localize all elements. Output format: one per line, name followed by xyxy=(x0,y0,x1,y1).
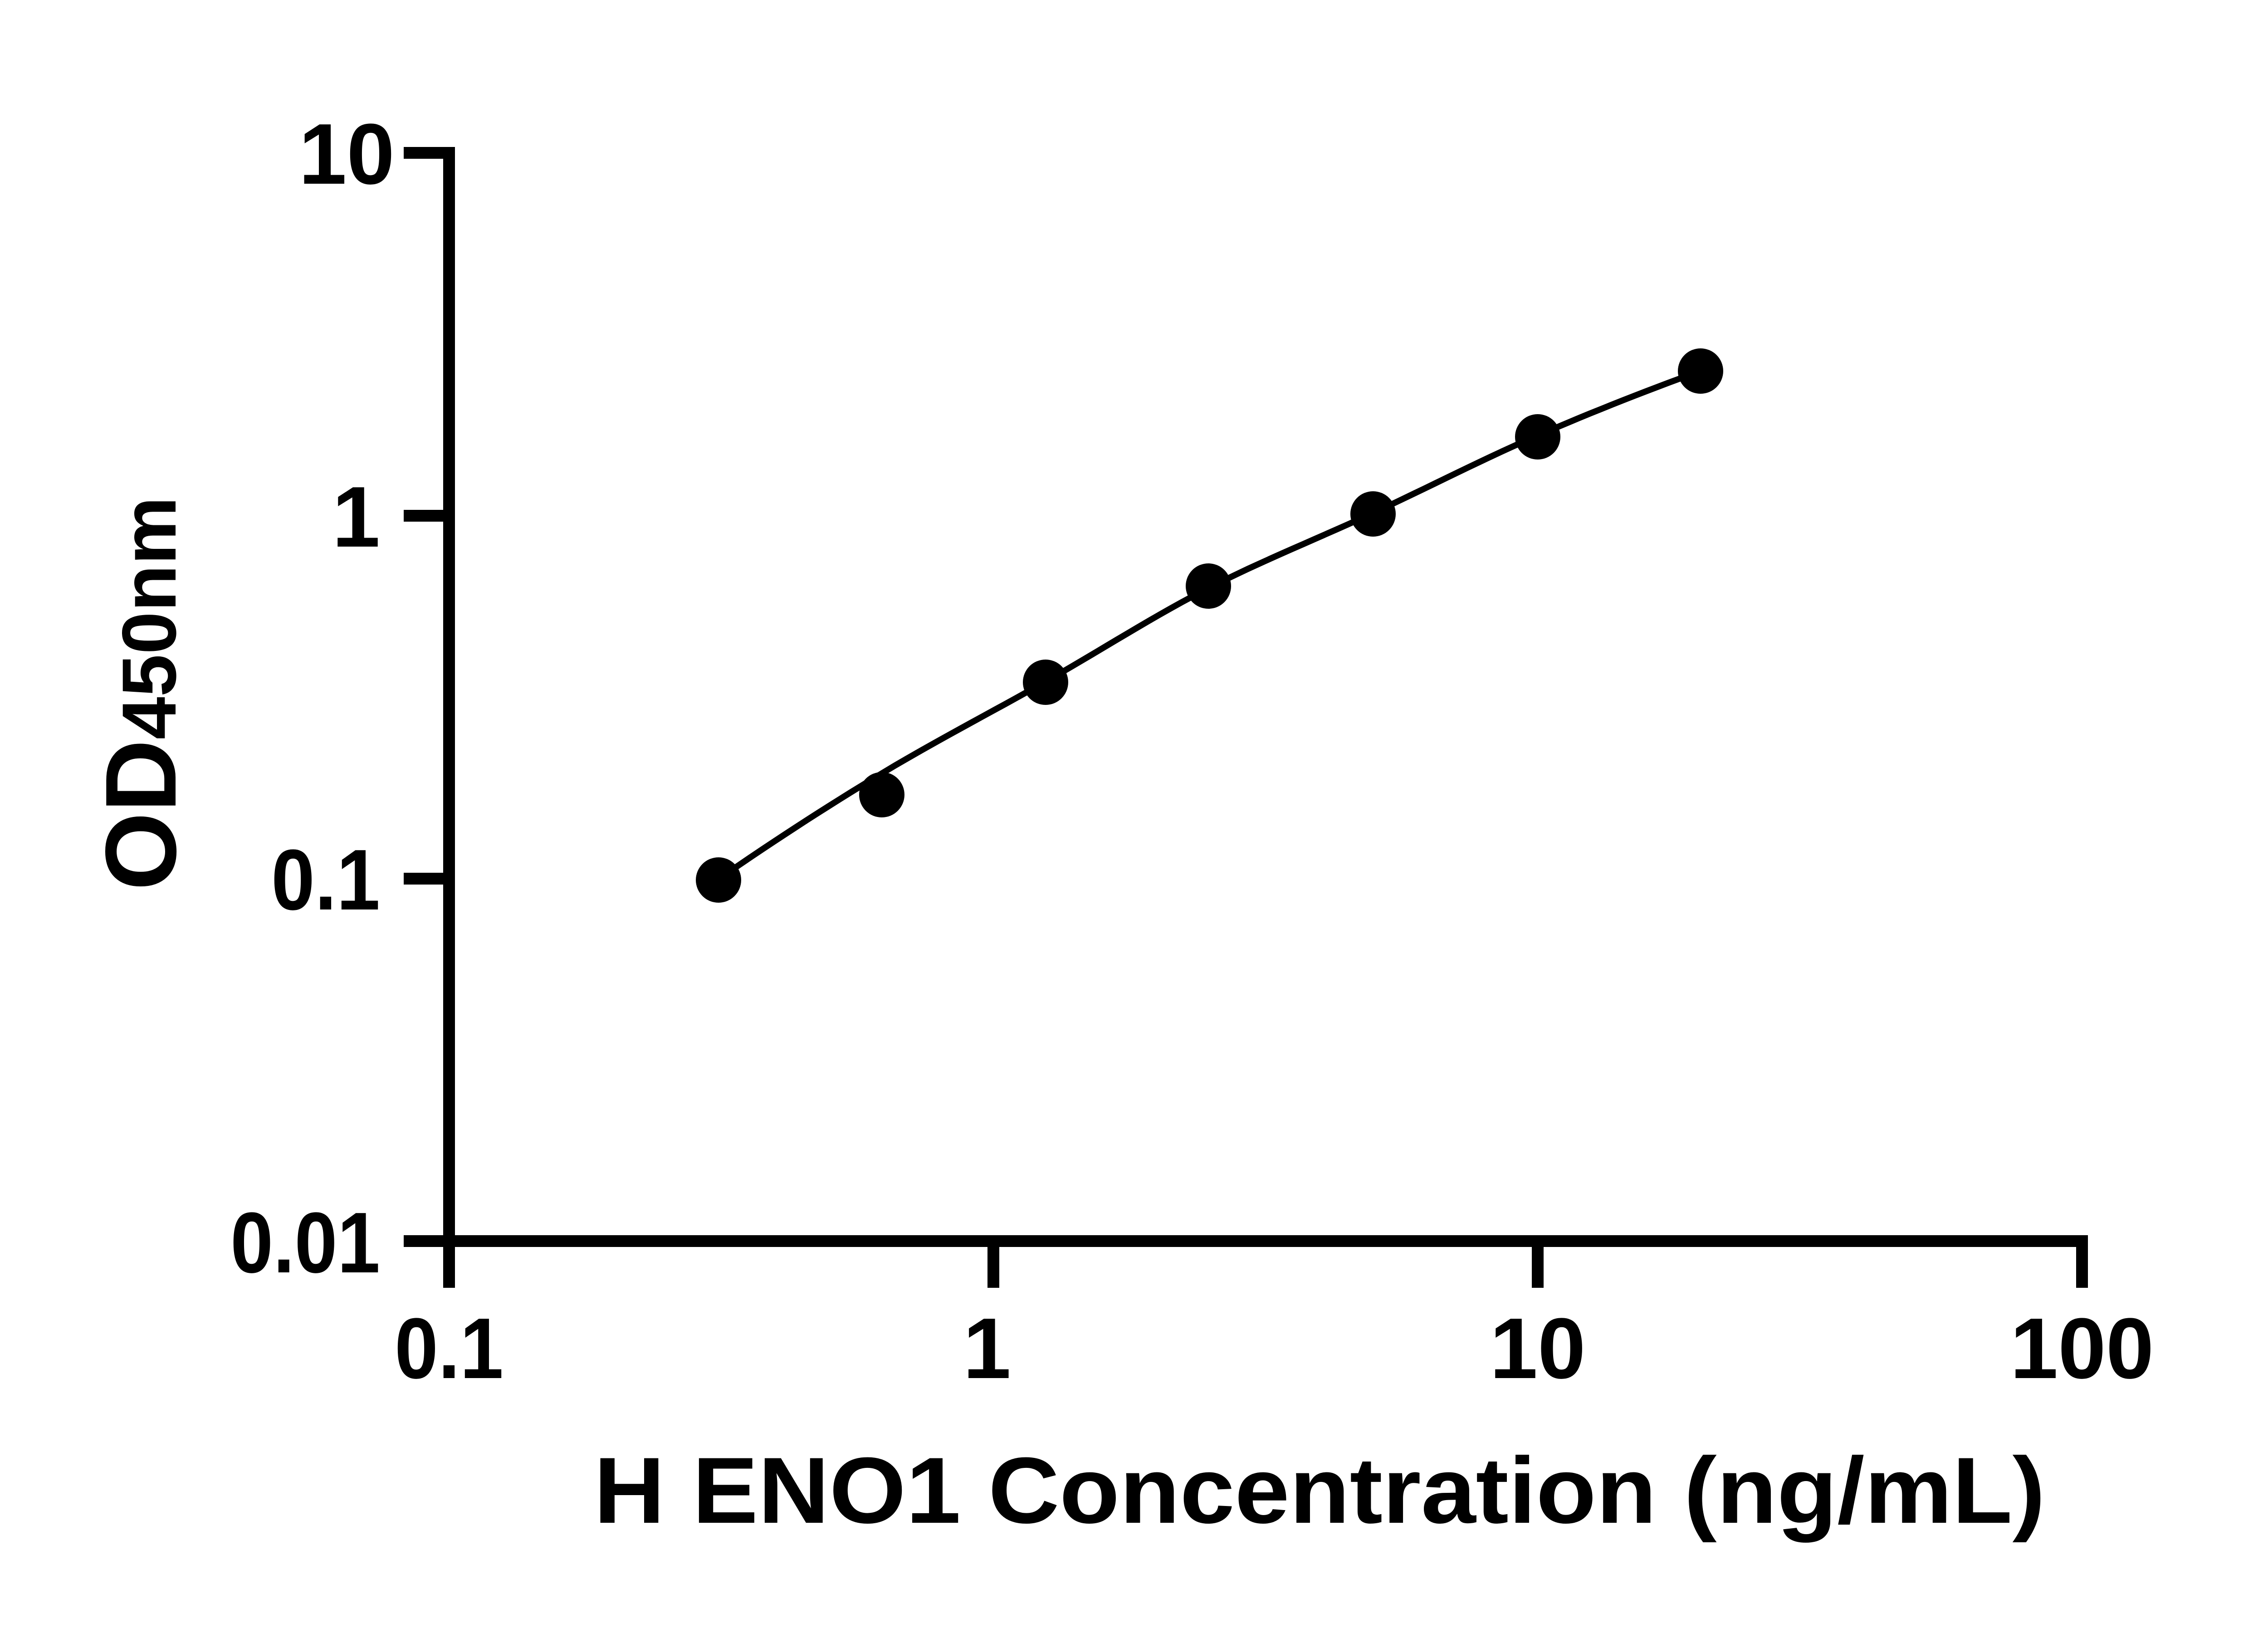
svg-text:1: 1 xyxy=(963,1301,1011,1397)
svg-text:H ENO1 Concentration (ng/mL): H ENO1 Concentration (ng/mL) xyxy=(594,1438,2045,1543)
svg-text:0.1: 0.1 xyxy=(271,832,380,928)
svg-text:10: 10 xyxy=(299,106,395,202)
svg-text:OD450nm: OD450nm xyxy=(85,497,197,890)
svg-text:0.1: 0.1 xyxy=(395,1301,503,1397)
svg-text:1: 1 xyxy=(332,469,380,565)
svg-text:100: 100 xyxy=(2010,1301,2154,1397)
svg-text:0.01: 0.01 xyxy=(230,1195,380,1291)
svg-text:10: 10 xyxy=(1490,1301,1585,1397)
